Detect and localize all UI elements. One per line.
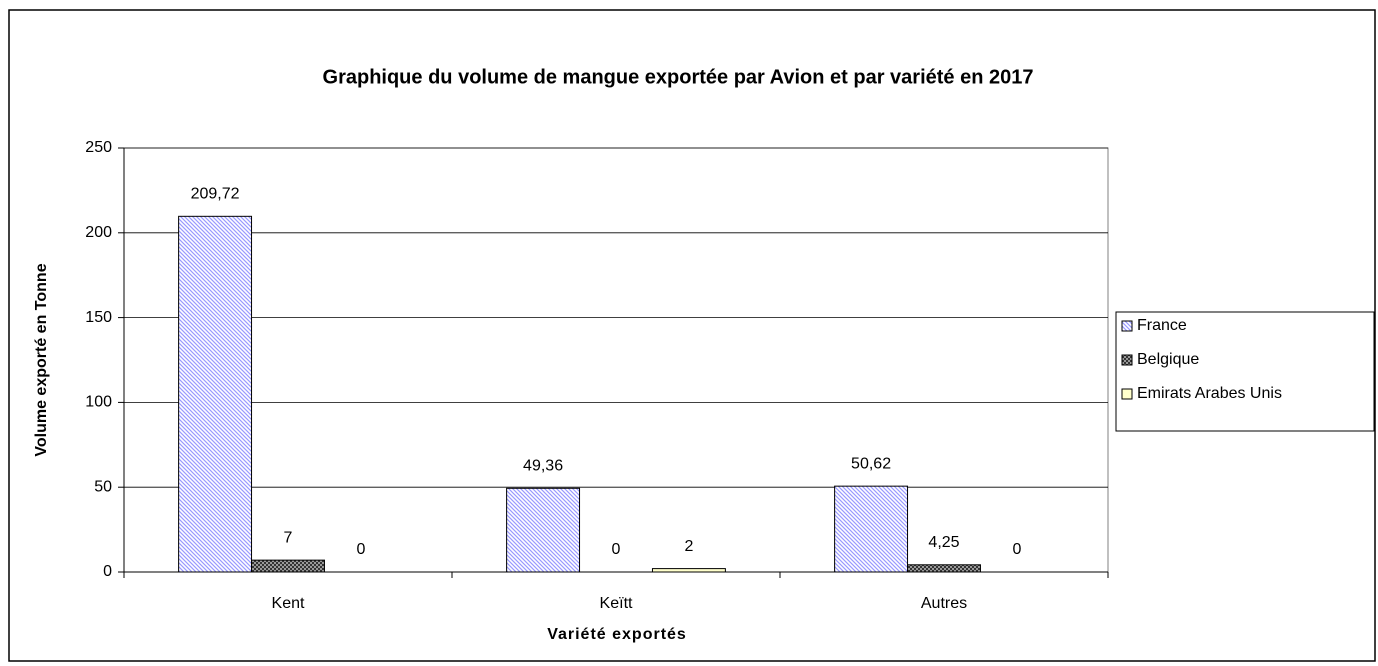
legend-swatch: [1121, 320, 1133, 332]
bar: [506, 487, 581, 573]
value-label: 50,62: [851, 455, 891, 472]
x-axis-label: Variété exportés: [547, 626, 687, 643]
legend-label: Belgique: [1137, 351, 1199, 368]
y-tick-label: 100: [85, 394, 112, 411]
legend-label: Emirats Arabes Unis: [1137, 385, 1282, 402]
y-tick-label: 0: [103, 563, 112, 580]
x-tick-label: Kent: [272, 595, 305, 612]
chart-title: Graphique du volume de mangue exportée p…: [323, 66, 1034, 88]
y-tick-label: 250: [85, 139, 112, 156]
legend-swatch: [1121, 354, 1133, 366]
y-tick-label: 50: [94, 478, 112, 495]
value-label: 2: [684, 538, 693, 555]
y-axis-label: Volume exporté en Tonne: [33, 263, 50, 456]
value-label: 4,25: [928, 534, 959, 551]
value-label: 0: [612, 541, 621, 558]
legend-label: France: [1137, 317, 1187, 334]
bar: [834, 485, 909, 573]
value-label: 49,36: [523, 458, 563, 475]
value-label: 0: [1012, 541, 1021, 558]
legend-swatch: [1121, 388, 1133, 400]
value-label: 0: [356, 541, 365, 558]
y-tick-label: 200: [85, 224, 112, 241]
bar: [251, 559, 325, 573]
value-label: 7: [284, 529, 293, 546]
x-tick-label: Keïtt: [600, 595, 633, 612]
bar: [651, 568, 726, 573]
bar: [178, 215, 253, 573]
y-tick-label: 150: [85, 309, 112, 326]
legend-box: [1115, 311, 1375, 432]
bar: [907, 564, 981, 573]
value-label: 209,72: [191, 186, 240, 203]
x-tick-label: Autres: [921, 595, 967, 612]
